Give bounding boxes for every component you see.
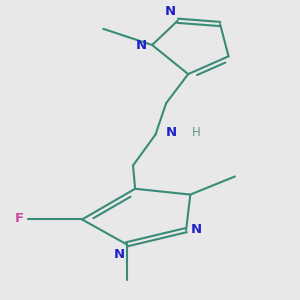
Text: N: N [166, 126, 177, 140]
Text: N: N [136, 38, 147, 52]
Text: F: F [14, 212, 23, 225]
Text: N: N [113, 248, 124, 261]
Text: N: N [164, 5, 175, 18]
Text: H: H [192, 126, 200, 140]
Text: N: N [191, 223, 202, 236]
